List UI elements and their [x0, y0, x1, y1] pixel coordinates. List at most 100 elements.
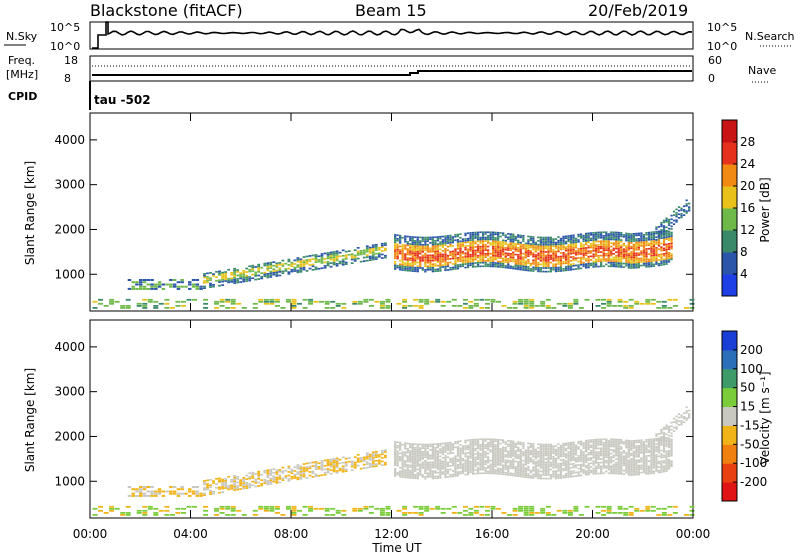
power-cell [464, 263, 467, 265]
power-cell [479, 242, 482, 244]
velocity-cell [527, 462, 530, 464]
velocity-cell [484, 450, 487, 453]
velocity-cell [441, 453, 444, 456]
power-cell [454, 250, 457, 252]
power-cell [529, 246, 532, 249]
velocity-cell [371, 453, 375, 455]
velocity-cell [637, 459, 640, 461]
velocity-cell [647, 469, 651, 471]
velocity-cell [492, 447, 495, 450]
velocity-cell [569, 459, 573, 462]
velocity-cell [532, 470, 535, 472]
velocity-cell [539, 463, 542, 465]
velocity-cell [444, 471, 447, 473]
velocity-cell [497, 469, 500, 471]
velocity-cell [612, 454, 615, 457]
velocity-cell [494, 470, 497, 473]
velocity-cell [595, 445, 598, 448]
velocity-cell [587, 459, 590, 461]
power-cell [547, 249, 550, 251]
power-cell [542, 252, 545, 255]
power-cell [203, 287, 206, 289]
velocity-cell [590, 450, 593, 452]
power-frame [89, 112, 694, 312]
power-cell [466, 241, 470, 244]
velocity-cell [252, 509, 258, 512]
power-cell [518, 302, 524, 305]
velocity-cell [625, 461, 628, 463]
power-cell [507, 265, 510, 267]
power-cell [635, 265, 638, 267]
velocity-cell [441, 451, 444, 454]
velocity-cell [418, 507, 424, 510]
velocity-cell [623, 507, 629, 510]
power-cell [512, 237, 515, 239]
power-cell [577, 249, 580, 252]
velocity-cell [582, 470, 585, 473]
power-cell [461, 261, 465, 264]
velocity-cell [539, 461, 542, 464]
power-cell [554, 245, 558, 248]
velocity-cell [414, 454, 417, 456]
velocity-cell [628, 505, 634, 508]
velocity-cell [374, 456, 378, 458]
power-cell [502, 241, 505, 243]
velocity-cell [471, 456, 475, 459]
velocity-cell [537, 465, 540, 467]
power-cell [650, 260, 653, 262]
velocity-cell [552, 448, 555, 451]
velocity-cell [474, 442, 477, 444]
velocity-cell [484, 461, 487, 464]
velocity-cell [275, 469, 279, 472]
power-cell [461, 243, 465, 246]
power-cell [645, 232, 648, 234]
power-cell [419, 245, 422, 248]
power-cell [497, 248, 500, 250]
velocity-cell [610, 465, 613, 467]
power-cell [647, 233, 651, 236]
velocity-cell [214, 509, 220, 512]
velocity-cell [313, 507, 319, 510]
velocity-cell [456, 464, 460, 466]
power-cell [414, 266, 417, 269]
velocity-cell [499, 451, 502, 454]
velocity-cell [224, 481, 227, 484]
velocity-cell [464, 455, 467, 458]
power-cell [630, 242, 633, 244]
velocity-cell [449, 468, 452, 471]
velocity-cell [522, 447, 525, 450]
power-cell [434, 257, 437, 260]
power-cell [662, 242, 666, 244]
velocity-cell [547, 450, 550, 453]
power-cell [635, 257, 638, 260]
power-cell [562, 262, 565, 265]
velocity-cell [446, 476, 450, 478]
velocity-cell [317, 474, 321, 477]
power-cell [263, 300, 269, 303]
power-cell [517, 257, 520, 260]
power-cell [545, 298, 551, 301]
power-cell [574, 239, 578, 242]
power-cell [660, 253, 663, 256]
velocity-cell [446, 468, 450, 471]
velocity-cell [622, 455, 625, 458]
velocity-cell [547, 449, 550, 451]
velocity-cell [567, 469, 570, 471]
velocity-cell [401, 476, 404, 478]
velocity-cell [617, 471, 620, 473]
velocity-cell [537, 459, 540, 462]
power-cell [319, 300, 325, 303]
velocity-cell [305, 462, 309, 465]
power-cell [206, 276, 209, 278]
velocity-cell [661, 512, 667, 514]
velocity-cell [537, 452, 540, 455]
power-cell [667, 237, 671, 240]
power-cell [469, 255, 472, 258]
power-cell [532, 268, 535, 271]
power-cell [278, 262, 282, 264]
power-cell [667, 260, 671, 263]
power-cell [481, 251, 485, 253]
power-cell [489, 256, 492, 259]
velocity-cell [402, 512, 408, 514]
power-cell [125, 298, 131, 301]
